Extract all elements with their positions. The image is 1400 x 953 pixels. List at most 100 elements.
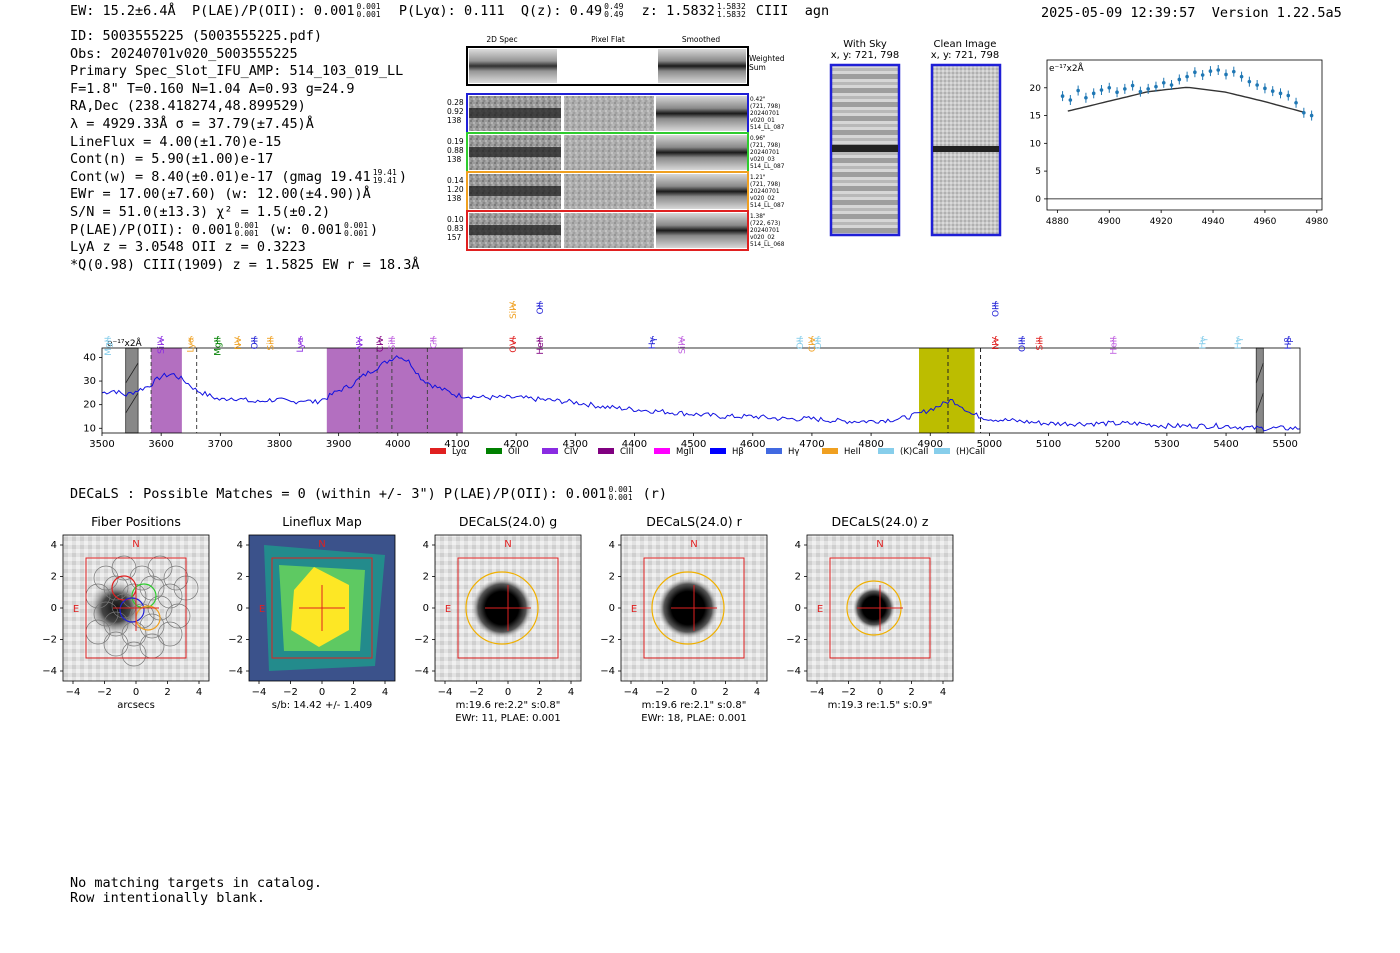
svg-text:Sum: Sum <box>749 63 766 72</box>
svg-text:{: { <box>268 336 274 346</box>
version-label: Version 1.22.5a5 <box>1211 5 1342 21</box>
panel-caption: m:19.6 re:2.2" s:0.8" <box>456 700 561 711</box>
row-detail: (721, 798) <box>750 143 780 149</box>
spectrum-xtick: 5200 <box>1095 439 1120 450</box>
image-panel: DECaLS(24.0) z N E −4 −4 −2 −2 0 0 2 2 4 4 m:19.3 re:… <box>786 514 954 711</box>
panel-caption: s/b: 14.42 +/- 1.409 <box>272 700 372 711</box>
image-panel: Lineflux Map N E −4 −4 −2 −2 0 0 2 2 4 4 s/b: 14.42 +… <box>228 514 396 711</box>
svg-text:{: { <box>797 336 803 346</box>
zoom-ytick: 15 <box>1030 112 1041 122</box>
row-count: 138 <box>447 194 462 203</box>
zoom-point <box>1270 89 1275 93</box>
panel-title: Fiber Positions <box>91 514 181 529</box>
compass-e: E <box>445 604 451 615</box>
panel-ytick: 2 <box>237 572 243 583</box>
line-label: Hγ{ <box>1234 336 1244 349</box>
svg-text:{: { <box>809 336 815 346</box>
row-detail: 20240701 <box>750 189 780 195</box>
compass-e: E <box>631 604 637 615</box>
svg-text:NV: NV <box>355 336 365 350</box>
line-label: NV{ <box>355 336 365 350</box>
line-label: SiIV{ <box>509 301 519 319</box>
panel-ytick: −2 <box>414 635 429 646</box>
fiber-circle <box>139 613 165 639</box>
row-detail: 514_LL_068 <box>750 242 785 248</box>
imaging-panels: Fiber Positions N E −4 −4 −2 −2 0 0 2 2 4 4 arcsecs Li… <box>42 514 954 724</box>
panel-xtick: 2 <box>536 687 542 698</box>
row-smoothed <box>656 174 748 209</box>
legend-item: (H)CaII <box>934 447 985 457</box>
shaded-region <box>919 348 975 433</box>
panel-caption-2: EWr: 18, PLAE: 0.001 <box>641 713 747 724</box>
row-detail: v020_01 <box>750 118 775 124</box>
line-label: OII{ <box>814 336 824 349</box>
legend-item: CIV <box>542 447 578 457</box>
svg-text:{: { <box>158 336 164 346</box>
fiber-circle <box>139 575 165 601</box>
panel-caption: arcsecs <box>117 700 155 711</box>
compass-n: N <box>318 539 325 550</box>
row-detail: v020_02 <box>750 235 775 241</box>
row-detail: 0.42" <box>750 97 766 103</box>
svg-text:CIV: CIV <box>808 336 818 352</box>
svg-text:{: { <box>815 336 821 346</box>
svg-text:CII: CII <box>429 337 439 349</box>
svg-text:Hγ: Hγ <box>788 447 799 457</box>
svg-text:SiIV: SiIV <box>509 301 519 319</box>
line-label: SiII{ <box>267 336 277 351</box>
row-norm: 1.20 <box>447 185 464 194</box>
spectrum-line <box>101 355 1301 432</box>
panel-xtick: 4 <box>568 687 574 698</box>
search-box <box>457 557 559 659</box>
zoom-xtick: 4900 <box>1098 217 1121 227</box>
panel-title: DECaLS(24.0) z <box>832 514 929 529</box>
zoom-point <box>1247 79 1252 84</box>
svg-text:{: { <box>649 336 655 346</box>
q-line: *Q(0.98) CIII(1909) z = 1.5825 EW r = 18… <box>70 256 420 273</box>
catalog-footer: No matching targets in catalog. Row inte… <box>70 876 322 906</box>
panel-ytick: 2 <box>51 572 57 583</box>
svg-text:Hγ: Hγ <box>648 336 658 349</box>
svg-text:{: { <box>1111 336 1117 346</box>
zoom-point <box>1161 80 1166 85</box>
spectra-cutouts: 2D Spec Pixel Flat Smoothed Weighted Sum… <box>447 35 785 251</box>
spectrum-xtick: 4100 <box>444 439 469 450</box>
zoom-point <box>1115 90 1119 95</box>
panel-ytick: 0 <box>609 603 615 614</box>
compass-n: N <box>504 539 511 550</box>
svg-text:{: { <box>1235 336 1241 346</box>
panel-xtick: 0 <box>133 687 139 698</box>
zoom-point <box>1091 91 1096 96</box>
row-pixel-flat <box>564 213 654 248</box>
fiber-circle <box>103 611 129 637</box>
panel-caption: m:19.6 re:2.1" s:0.8" <box>642 700 747 711</box>
panel-title: Lineflux Map <box>282 514 362 529</box>
row-count: 138 <box>447 155 462 164</box>
panel-ytick: 4 <box>237 540 243 551</box>
svg-text:{: { <box>1019 336 1025 346</box>
panel-ytick: −4 <box>786 666 801 677</box>
image-panel: DECaLS(24.0) g N E −4 −4 −2 −2 0 0 2 2 4 4 m:19.6 re:… <box>414 514 582 724</box>
spectrum-ytick: 20 <box>83 400 96 411</box>
image-panel: DECaLS(24.0) r N E −4 −4 −2 −2 0 0 2 2 4 4 m:19.6 re:… <box>600 514 768 724</box>
zoom-xtick: 4880 <box>1046 217 1069 227</box>
svg-text:(H)CaII: (H)CaII <box>956 447 985 457</box>
panel-xtick: −4 <box>252 687 267 698</box>
panel-ytick: −4 <box>414 666 429 677</box>
line-label: OII{ <box>536 301 546 314</box>
svg-text:{: { <box>235 336 241 346</box>
zoom-ytick: 20 <box>1030 84 1042 94</box>
zoom-point <box>1099 88 1104 92</box>
zoom-point <box>1286 93 1291 98</box>
line-label: SiII{ <box>388 336 398 351</box>
zoom-point <box>1076 88 1080 93</box>
line-label: Lyα{ <box>187 336 197 352</box>
lambda-line: λ = 4929.33Å σ = 37.79(±7.45)Å <box>70 115 314 132</box>
spectrum-xtick: 4700 <box>799 439 824 450</box>
panel-ytick: −4 <box>600 666 615 677</box>
fiber-circle <box>103 575 129 601</box>
row-detail: 20240701 <box>750 228 780 234</box>
row-detail: v020_03 <box>750 157 775 163</box>
zoom-point <box>1193 70 1197 75</box>
zoom-point <box>1309 113 1314 118</box>
